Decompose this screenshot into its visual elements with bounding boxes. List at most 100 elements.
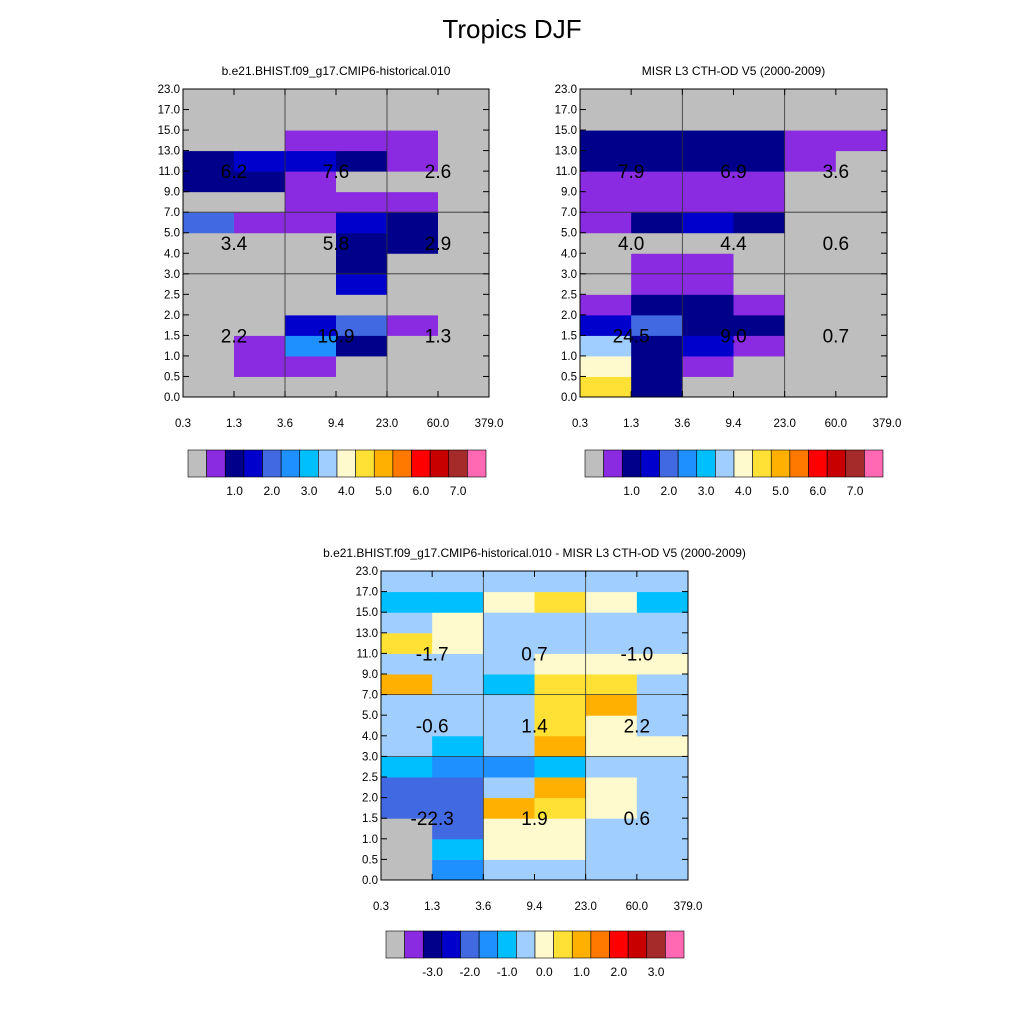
heatmap-cell (336, 191, 388, 213)
colorbar-label: 4.0 (735, 484, 752, 498)
heatmap-cell (381, 859, 433, 881)
heatmap-cell (733, 294, 786, 316)
heatmap-cell (381, 694, 433, 716)
heatmap-cell (636, 838, 689, 860)
heatmap-cell (585, 612, 638, 634)
x-tick-label: 1.3 (424, 901, 440, 913)
heatmap-cell (580, 232, 632, 254)
colorbar-swatch (553, 930, 573, 959)
heatmap-cell (682, 335, 734, 357)
y-tick-label: 0.5 (362, 854, 378, 866)
heatmap-cell (381, 735, 433, 757)
heatmap-cell (682, 89, 734, 111)
panel-title: b.e21.BHIST.f09_g17.CMIP6-historical.010 (222, 64, 451, 78)
colorbar-swatch (864, 449, 884, 478)
heatmap-cell (784, 109, 837, 131)
colorbar-swatch (187, 449, 207, 478)
y-tick-label: 0.0 (164, 392, 180, 404)
heatmap-cell (534, 612, 587, 634)
colorbar-swatch (262, 449, 282, 478)
y-tick-label: 5.0 (164, 228, 180, 240)
heatmap-cell (387, 355, 439, 377)
colorbar-swatch (411, 449, 431, 478)
y-tick-label: 1.0 (561, 351, 577, 363)
y-tick-label: 23.0 (356, 566, 378, 578)
heatmap-cell (285, 171, 337, 193)
heatmap-cell (234, 253, 286, 275)
heatmap-cell (580, 130, 632, 152)
heatmap-cell (534, 571, 587, 593)
heatmap-cell (483, 632, 535, 654)
panel-1: b.e21.BHIST.f09_g17.CMIP6-historical.010… (158, 64, 504, 498)
y-tick-label: 13.0 (158, 146, 180, 158)
heatmap-cell (580, 355, 632, 377)
x-tick-label: 0.3 (373, 901, 389, 913)
colorbar-label: 4.0 (338, 484, 355, 498)
heatmap-cell (285, 253, 337, 275)
heatmap-cell (682, 109, 734, 131)
heatmap-cell (438, 232, 490, 254)
colorbar-swatch (280, 449, 301, 478)
colorbar-swatch (478, 930, 499, 959)
x-tick-label: 23.0 (376, 418, 398, 430)
heatmap-cell (183, 130, 235, 152)
heatmap-cell (585, 859, 638, 881)
colorbar-label: 1.0 (573, 965, 590, 979)
y-tick-label: 2.5 (362, 772, 378, 784)
heatmap-cell (285, 273, 337, 295)
heatmap-cell (835, 232, 888, 254)
heatmap-cell (483, 818, 535, 840)
heatmap-cell (483, 797, 535, 819)
heatmap-cell (183, 273, 235, 295)
heatmap-cell (234, 171, 286, 193)
heatmap-cell (682, 355, 734, 377)
region-value-label: 1.4 (521, 717, 548, 738)
y-tick-label: 1.5 (362, 813, 378, 825)
heatmap-cell (682, 232, 734, 254)
y-tick-label: 7.0 (164, 207, 180, 219)
heatmap-cell (285, 376, 337, 398)
heatmap-cell (733, 335, 786, 357)
heatmap-cell (631, 314, 683, 336)
region-value-label: 0.7 (823, 326, 849, 347)
heatmap-cell (438, 171, 490, 193)
heatmap-cell (534, 735, 587, 757)
colorbar-swatch (640, 449, 660, 478)
heatmap-cell (234, 212, 286, 234)
x-tick-label: 9.4 (328, 418, 345, 430)
heatmap-cell (483, 715, 535, 737)
heatmap-cell (835, 150, 888, 172)
colorbar-swatch (752, 449, 772, 478)
heatmap-cell (733, 171, 786, 193)
y-tick-label: 11.0 (555, 166, 577, 178)
region-value-label: 2.6 (425, 162, 451, 183)
heatmap-cell (387, 150, 439, 172)
x-tick-label: 1.3 (226, 418, 242, 430)
heatmap-cell (580, 109, 632, 131)
heatmap-cell (636, 756, 689, 778)
heatmap-cell (438, 212, 490, 234)
heatmap-cell (438, 191, 490, 213)
heatmap-cell (183, 335, 235, 357)
heatmap-cell (234, 294, 286, 316)
colorbar-swatch (590, 930, 610, 959)
x-tick-label: 9.4 (726, 418, 743, 430)
heatmap-cell (285, 314, 337, 336)
heatmap-cell (682, 294, 734, 316)
y-tick-label: 0.5 (561, 371, 577, 383)
heatmap-cell (636, 653, 689, 675)
heatmap-cell (483, 859, 535, 881)
heatmap-cell (438, 355, 490, 377)
heatmap-cell (387, 212, 439, 234)
heatmap-cell (636, 694, 689, 716)
region-value-label: 3.6 (823, 162, 849, 183)
heatmap-cell (285, 191, 337, 213)
colorbar-label: -2.0 (459, 965, 480, 979)
heatmap-cell (432, 571, 484, 593)
region-value-label: -1.0 (620, 644, 653, 665)
heatmap-cell (387, 273, 439, 295)
heatmap-cell (336, 294, 388, 316)
y-tick-label: 5.0 (362, 710, 378, 722)
x-tick-label: 60.0 (427, 418, 449, 430)
heatmap-cell (534, 591, 587, 613)
